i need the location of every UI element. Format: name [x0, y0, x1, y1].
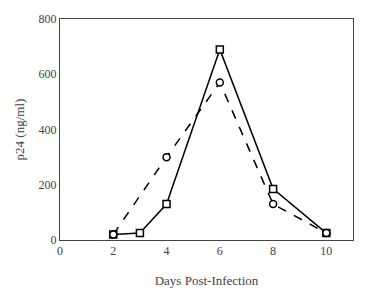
svg-text:8: 8 [270, 244, 276, 258]
svg-text:600: 600 [39, 67, 57, 81]
svg-text:0: 0 [57, 244, 63, 258]
svg-text:4: 4 [164, 244, 170, 258]
svg-text:2: 2 [110, 244, 116, 258]
svg-text:10: 10 [320, 244, 332, 258]
svg-text:0: 0 [51, 233, 57, 247]
svg-text:800: 800 [39, 12, 57, 26]
svg-text:200: 200 [39, 178, 57, 192]
svg-text:p24 (ng/ml): p24 (ng/ml) [12, 99, 27, 161]
svg-text:400: 400 [39, 123, 57, 137]
svg-text:6: 6 [217, 244, 223, 258]
svg-text:Days Post-Infection: Days Post-Infection [155, 273, 259, 288]
